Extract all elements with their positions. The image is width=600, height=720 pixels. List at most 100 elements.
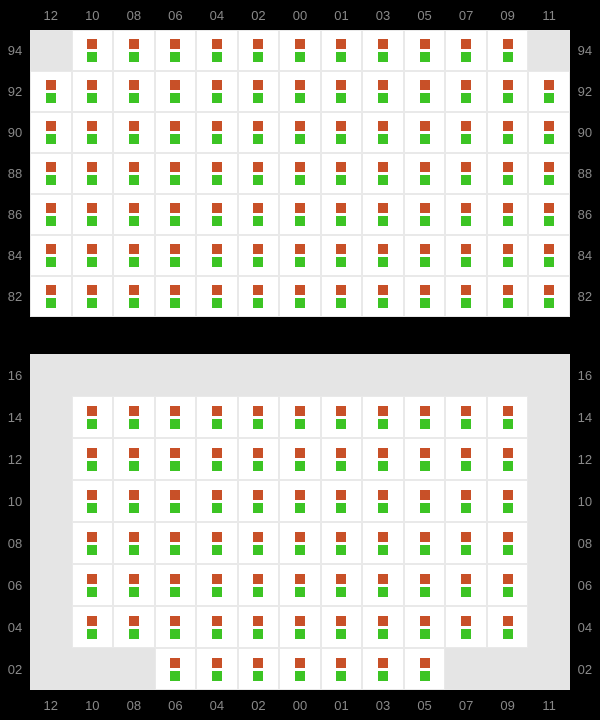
slot[interactable]	[321, 522, 363, 564]
slot[interactable]	[362, 30, 404, 71]
slot[interactable]	[155, 153, 197, 194]
slot[interactable]	[404, 606, 446, 648]
slot[interactable]	[404, 522, 446, 564]
slot[interactable]	[279, 564, 321, 606]
slot[interactable]	[445, 30, 487, 71]
slot[interactable]	[528, 235, 570, 276]
slot[interactable]	[321, 648, 363, 690]
slot[interactable]	[321, 438, 363, 480]
slot[interactable]	[404, 276, 446, 317]
slot[interactable]	[113, 30, 155, 71]
slot[interactable]	[487, 235, 529, 276]
slot[interactable]	[362, 71, 404, 112]
slot[interactable]	[196, 194, 238, 235]
slot[interactable]	[445, 276, 487, 317]
slot[interactable]	[155, 438, 197, 480]
slot[interactable]	[362, 153, 404, 194]
slot[interactable]	[528, 112, 570, 153]
slot[interactable]	[113, 438, 155, 480]
slot[interactable]	[72, 564, 114, 606]
slot[interactable]	[362, 235, 404, 276]
slot[interactable]	[362, 522, 404, 564]
slot[interactable]	[113, 276, 155, 317]
slot[interactable]	[487, 71, 529, 112]
slot[interactable]	[487, 606, 529, 648]
slot[interactable]	[279, 606, 321, 648]
slot[interactable]	[238, 396, 280, 438]
slot[interactable]	[321, 30, 363, 71]
slot[interactable]	[487, 112, 529, 153]
slot[interactable]	[528, 276, 570, 317]
slot[interactable]	[321, 194, 363, 235]
slot[interactable]	[238, 648, 280, 690]
slot[interactable]	[279, 438, 321, 480]
slot[interactable]	[404, 480, 446, 522]
slot[interactable]	[404, 71, 446, 112]
slot[interactable]	[279, 30, 321, 71]
slot[interactable]	[238, 235, 280, 276]
slot[interactable]	[196, 522, 238, 564]
slot[interactable]	[113, 112, 155, 153]
slot[interactable]	[72, 438, 114, 480]
slot[interactable]	[487, 480, 529, 522]
slot[interactable]	[487, 522, 529, 564]
slot[interactable]	[238, 153, 280, 194]
slot[interactable]	[445, 194, 487, 235]
slot[interactable]	[72, 606, 114, 648]
slot[interactable]	[528, 153, 570, 194]
slot[interactable]	[362, 194, 404, 235]
slot[interactable]	[362, 396, 404, 438]
slot[interactable]	[279, 396, 321, 438]
slot[interactable]	[196, 235, 238, 276]
slot[interactable]	[238, 438, 280, 480]
slot[interactable]	[155, 480, 197, 522]
slot[interactable]	[487, 564, 529, 606]
slot[interactable]	[487, 276, 529, 317]
slot[interactable]	[155, 194, 197, 235]
slot[interactable]	[196, 564, 238, 606]
slot[interactable]	[155, 235, 197, 276]
slot[interactable]	[113, 606, 155, 648]
slot[interactable]	[72, 235, 114, 276]
slot[interactable]	[445, 71, 487, 112]
slot[interactable]	[445, 480, 487, 522]
slot[interactable]	[72, 71, 114, 112]
slot[interactable]	[404, 438, 446, 480]
slot[interactable]	[72, 153, 114, 194]
slot[interactable]	[445, 606, 487, 648]
slot[interactable]	[445, 564, 487, 606]
slot[interactable]	[321, 606, 363, 648]
slot[interactable]	[321, 276, 363, 317]
slot[interactable]	[196, 30, 238, 71]
slot[interactable]	[30, 71, 72, 112]
slot[interactable]	[487, 30, 529, 71]
slot[interactable]	[445, 438, 487, 480]
slot[interactable]	[196, 153, 238, 194]
slot[interactable]	[196, 71, 238, 112]
slot[interactable]	[528, 194, 570, 235]
slot[interactable]	[30, 194, 72, 235]
slot[interactable]	[321, 112, 363, 153]
slot[interactable]	[30, 112, 72, 153]
slot[interactable]	[238, 606, 280, 648]
slot[interactable]	[528, 71, 570, 112]
slot[interactable]	[238, 30, 280, 71]
slot[interactable]	[321, 153, 363, 194]
slot[interactable]	[155, 276, 197, 317]
slot[interactable]	[72, 30, 114, 71]
slot[interactable]	[113, 235, 155, 276]
slot[interactable]	[238, 522, 280, 564]
slot[interactable]	[196, 606, 238, 648]
slot[interactable]	[72, 276, 114, 317]
slot[interactable]	[196, 480, 238, 522]
slot[interactable]	[487, 438, 529, 480]
slot[interactable]	[113, 522, 155, 564]
slot[interactable]	[445, 153, 487, 194]
slot[interactable]	[155, 648, 197, 690]
slot[interactable]	[30, 276, 72, 317]
slot[interactable]	[362, 276, 404, 317]
slot[interactable]	[113, 396, 155, 438]
slot[interactable]	[445, 112, 487, 153]
slot[interactable]	[362, 480, 404, 522]
slot[interactable]	[362, 112, 404, 153]
